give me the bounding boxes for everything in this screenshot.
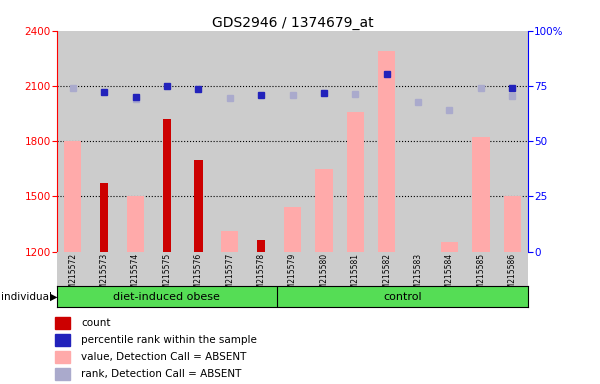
Text: GSM215573: GSM215573	[100, 253, 109, 299]
Bar	[100, 184, 109, 252]
Title: GDS2946 / 1374679_at: GDS2946 / 1374679_at	[212, 16, 373, 30]
Text: rank, Detection Call = ABSENT: rank, Detection Call = ABSENT	[81, 369, 242, 379]
Bar	[88, 31, 120, 252]
Bar	[221, 231, 238, 252]
Text: GSM215579: GSM215579	[288, 253, 297, 299]
Bar	[182, 252, 214, 301]
Bar	[182, 31, 214, 252]
Bar	[245, 252, 277, 301]
Text: individual: individual	[1, 291, 52, 302]
Bar	[57, 286, 277, 307]
Bar	[55, 351, 70, 362]
Bar	[284, 207, 301, 252]
Bar	[497, 252, 528, 301]
Bar	[55, 334, 70, 346]
Text: value, Detection Call = ABSENT: value, Detection Call = ABSENT	[81, 352, 247, 362]
Bar	[257, 240, 265, 252]
Text: GSM215575: GSM215575	[163, 253, 172, 299]
Bar	[403, 31, 434, 252]
Bar	[120, 252, 151, 301]
Bar	[64, 141, 82, 252]
Bar	[127, 196, 144, 252]
Bar	[57, 31, 88, 252]
Bar	[214, 31, 245, 252]
Bar	[340, 252, 371, 301]
Text: ▶: ▶	[50, 291, 58, 302]
Text: control: control	[383, 291, 422, 302]
Bar	[57, 252, 88, 301]
Text: GSM215574: GSM215574	[131, 253, 140, 299]
Text: GSM215581: GSM215581	[351, 253, 360, 298]
Bar	[371, 31, 403, 252]
Bar	[315, 169, 332, 252]
Bar	[371, 252, 403, 301]
Bar	[441, 242, 458, 252]
Bar	[194, 159, 203, 252]
Bar	[347, 112, 364, 252]
Bar	[465, 252, 497, 301]
Bar	[340, 31, 371, 252]
Text: GSM215578: GSM215578	[257, 253, 266, 299]
Text: GSM215576: GSM215576	[194, 253, 203, 299]
Bar	[403, 252, 434, 301]
Text: GSM215586: GSM215586	[508, 253, 517, 299]
Bar	[465, 31, 497, 252]
Bar	[497, 31, 528, 252]
Bar	[163, 119, 171, 252]
Text: GSM215585: GSM215585	[476, 253, 485, 299]
Bar	[308, 31, 340, 252]
Bar	[151, 252, 182, 301]
Bar	[214, 252, 245, 301]
Bar	[434, 252, 465, 301]
Bar	[277, 286, 528, 307]
Bar	[120, 31, 151, 252]
Bar	[277, 31, 308, 252]
Bar	[434, 31, 465, 252]
Bar	[277, 252, 308, 301]
Bar	[308, 252, 340, 301]
Text: GSM215572: GSM215572	[68, 253, 77, 299]
Bar	[55, 318, 70, 329]
Text: GSM215580: GSM215580	[319, 253, 328, 299]
Bar	[88, 252, 120, 301]
Text: GSM215583: GSM215583	[413, 253, 422, 299]
Bar	[378, 51, 395, 252]
Bar	[245, 31, 277, 252]
Bar	[503, 196, 521, 252]
Bar	[151, 31, 182, 252]
Text: GSM215582: GSM215582	[382, 253, 391, 298]
Bar	[55, 368, 70, 379]
Bar	[472, 137, 490, 252]
Text: count: count	[81, 318, 111, 328]
Text: GSM215577: GSM215577	[225, 253, 234, 299]
Text: GSM215584: GSM215584	[445, 253, 454, 299]
Text: diet-induced obese: diet-induced obese	[113, 291, 220, 302]
Text: percentile rank within the sample: percentile rank within the sample	[81, 335, 257, 345]
